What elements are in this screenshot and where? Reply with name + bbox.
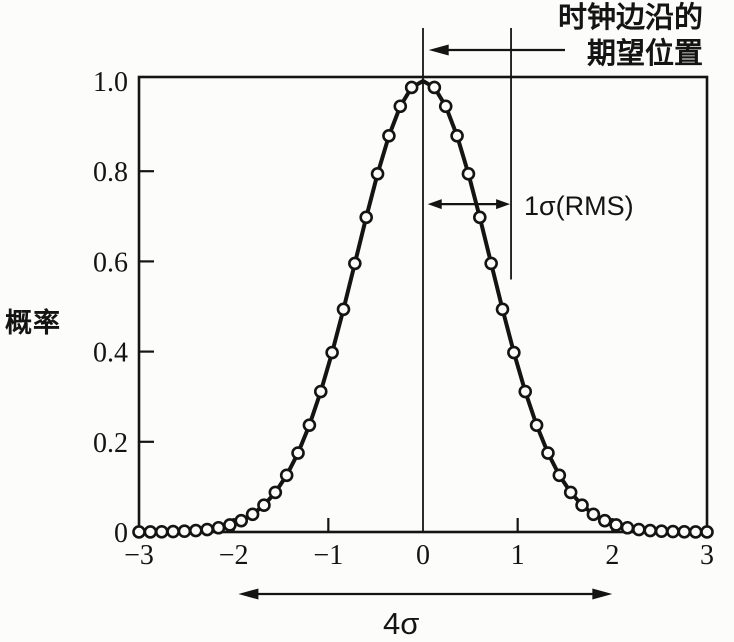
expected-position-arrow-left-arrowhead-icon [428, 44, 449, 56]
curve-data-point [393, 99, 408, 114]
four-sigma-label: 4σ [383, 606, 420, 641]
curve-data-point [529, 418, 544, 432]
curve-data-point [609, 518, 623, 532]
curve-data-point [666, 524, 680, 539]
curve-data-point [472, 210, 487, 225]
curve-data-point [223, 518, 237, 532]
curve-data-point [654, 524, 669, 539]
curve-data-point [541, 446, 555, 460]
curve-data-point [211, 520, 226, 535]
y-tick-label: 0.8 [93, 157, 128, 188]
curve-data-point [359, 210, 374, 225]
expected-clock-edge-label-line2: 期望位置 [586, 38, 703, 70]
curve-data-point [177, 524, 192, 539]
curve-data-point [268, 485, 283, 500]
x-tick-label: 3 [700, 540, 714, 571]
curve-data-point [495, 302, 510, 317]
curve-data-point [597, 513, 612, 528]
curve-data-point [313, 384, 328, 399]
curve-data-point [257, 498, 271, 513]
curve-data-point [154, 524, 169, 539]
y-tick-label: 0.2 [93, 428, 128, 459]
expected-clock-edge-label: 时钟边沿的 期望位置 [558, 0, 703, 72]
curve-data-point [563, 485, 578, 500]
curve-data-point [234, 513, 249, 528]
y-tick-label: 0 [114, 518, 128, 549]
curve-data-point [325, 345, 339, 360]
curve-data-point [427, 80, 442, 95]
curve-data-point [245, 507, 260, 522]
x-tick-label: 1 [511, 540, 525, 571]
x-tick-label: 2 [605, 540, 619, 571]
expected-clock-edge-label-line1: 时钟边沿的 [557, 2, 703, 34]
curve-data-point [370, 167, 385, 181]
x-tick-label: −3 [124, 540, 154, 571]
curve-data-point [700, 525, 714, 539]
curve-data-point [348, 256, 362, 271]
curve-data-point [620, 520, 635, 535]
curve-data-point [166, 524, 180, 539]
curve-data-point [404, 80, 419, 95]
curve-data-point [575, 498, 589, 513]
curve-data-point [450, 128, 464, 143]
curve-data-point [586, 507, 601, 522]
curve-data-point [518, 384, 533, 399]
curve-data-point [507, 345, 521, 360]
curve-data-point [143, 525, 158, 539]
curve-data-point [643, 523, 658, 538]
x-tick-label: 0 [416, 540, 430, 571]
curve-data-point [302, 418, 317, 432]
curve-data-point [291, 446, 305, 460]
x-tick-label: −2 [219, 540, 249, 571]
curve-data-point [461, 167, 476, 181]
curve-data-point [688, 525, 703, 539]
one-sigma-rms-label: 1σ(RMS) [524, 191, 634, 221]
one-sigma-arrow-left-arrowhead-icon [427, 199, 442, 210]
curve-data-point [677, 524, 692, 539]
curve-data-point [484, 256, 498, 271]
y-axis-title: 概率 [5, 308, 61, 338]
y-tick-label: 0.4 [93, 338, 128, 369]
y-tick-label: 1.0 [93, 67, 128, 98]
curve-data-point [552, 468, 567, 483]
curve-data-point [632, 522, 646, 537]
curve-data-point [336, 302, 351, 317]
curve-data-point [438, 99, 453, 114]
curve-data-point [382, 128, 396, 143]
four-sigma-span-arrow-right-arrowhead-icon [592, 588, 613, 600]
one-sigma-arrow-right-arrowhead-icon [496, 199, 511, 210]
curve-data-point [200, 522, 214, 537]
four-sigma-span-arrow-left-arrowhead-icon [238, 588, 259, 600]
y-tick-label: 0.6 [93, 247, 128, 278]
curve-data-point [132, 525, 146, 539]
curve-data-point [189, 523, 203, 538]
x-tick-label: −1 [313, 540, 343, 571]
curve-data-point [279, 468, 294, 483]
